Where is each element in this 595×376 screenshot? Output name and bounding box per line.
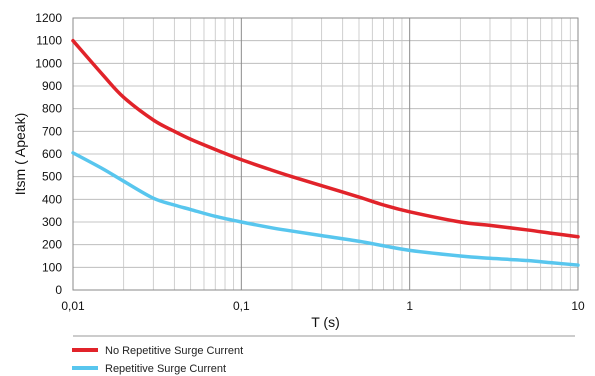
legend-label-1: No Repetitive Surge Current [105, 345, 243, 357]
y-tick-label: 500 [42, 170, 62, 184]
series-line-2 [71, 151, 580, 267]
series-lines [71, 38, 580, 267]
legend-label-2: Repetitive Surge Current [105, 363, 226, 375]
x-tick-label: 0,1 [233, 299, 250, 313]
y-tick-label: 0 [55, 283, 62, 297]
grid-lines [72, 17, 578, 291]
y-tick-label: 100 [42, 260, 62, 274]
x-tick-label: 0,01 [61, 299, 85, 313]
legend: No Repetitive Surge Current Repetitive Su… [72, 345, 243, 375]
y-tick-label: 300 [42, 215, 62, 229]
tick-labels: 0 100 200 300 400 500 600 700 800 900 1000 1100 1200… [35, 11, 585, 313]
y-tick-label: 200 [42, 238, 62, 252]
y-tick-label: 1200 [35, 11, 62, 25]
y-axis-title: Itsm ( Apeak) [12, 113, 28, 195]
y-tick-label: 800 [42, 102, 62, 116]
y-tick-label: 1100 [36, 34, 62, 48]
x-tick-label: 10 [571, 299, 585, 313]
y-tick-label: 900 [42, 79, 62, 93]
x-tick-label: 1 [406, 299, 413, 313]
y-tick-label: 1000 [35, 56, 62, 70]
x-axis-title: T (s) [311, 314, 340, 330]
series-line-1 [71, 38, 580, 239]
y-tick-label: 400 [42, 192, 62, 206]
y-tick-label: 600 [42, 147, 62, 161]
y-tick-label: 700 [42, 124, 62, 138]
